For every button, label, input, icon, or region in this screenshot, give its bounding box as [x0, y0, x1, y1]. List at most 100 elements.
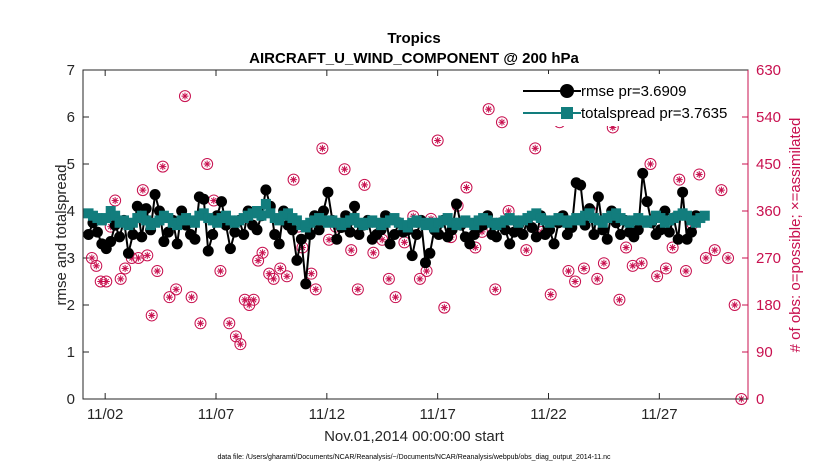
- y-axis-label-right: # of obs: o=possible; ×=assimilated: [787, 118, 804, 353]
- rmse-point: [122, 247, 134, 259]
- y-tick-left-label: 6: [67, 109, 75, 126]
- obs-count-point: [280, 270, 293, 283]
- obs-count-point: [482, 103, 495, 116]
- obs-count-point: [141, 249, 154, 262]
- y-tick-left-label: 1: [67, 344, 75, 361]
- obs-count-point: [666, 241, 679, 254]
- x-tick-label: 11/17: [419, 406, 455, 423]
- x-tick-label: 11/12: [309, 406, 345, 423]
- rmse-point: [419, 257, 431, 269]
- obs-count-point: [163, 291, 176, 304]
- rmse-point: [322, 186, 334, 198]
- obs-count-point: [659, 262, 672, 275]
- obs-count-point: [316, 142, 329, 155]
- rmse-point: [344, 226, 356, 238]
- rmse-point: [677, 186, 689, 198]
- rmse-point: [105, 236, 117, 248]
- obs-count-point: [229, 330, 242, 343]
- obs-count-point: [728, 299, 741, 311]
- rmse-point: [207, 229, 219, 240]
- totalspread-series: [83, 198, 710, 233]
- rmse-point: [273, 238, 285, 250]
- obs-count-point: [151, 265, 164, 278]
- left-tick-labels: 0 1 2 3 4 5 6 7: [67, 62, 75, 408]
- rmse-point: [526, 221, 538, 233]
- rmse-point: [269, 229, 281, 240]
- obs-count-point: [460, 181, 473, 194]
- x-axis-label: Nov.01,2014 00:00:00 start: [324, 428, 505, 445]
- totalspread-point: [260, 198, 271, 209]
- y-tick-right-label: 270: [756, 250, 781, 267]
- y-tick-left-label: 4: [67, 203, 75, 220]
- obs-count-point: [699, 252, 712, 264]
- rmse-point: [198, 193, 210, 205]
- rmse-point: [331, 233, 343, 245]
- obs-count-point: [562, 265, 575, 278]
- obs-count-point: [351, 283, 364, 296]
- rmse-point: [615, 229, 627, 240]
- y-tick-right-label: 630: [756, 62, 781, 79]
- rmse-point: [517, 229, 529, 240]
- rmse-point: [136, 231, 148, 243]
- totalspread-point: [189, 217, 200, 228]
- y-tick-left-label: 3: [67, 250, 75, 267]
- legend-rmse-label: rmse pr=3.6909: [581, 83, 686, 100]
- rmse-point: [424, 247, 436, 259]
- y-tick-right-label: 180: [756, 297, 781, 314]
- right-tick-labels: 0 90 180 270 360 450 540 630: [756, 62, 781, 408]
- x-tick-label: 11/22: [530, 406, 566, 423]
- rmse-point: [353, 229, 365, 240]
- obs-count-point: [679, 265, 692, 278]
- obs-count-point: [722, 252, 735, 264]
- rmse-point: [601, 233, 613, 245]
- obs-count-point: [708, 244, 721, 257]
- obs-count-point: [136, 184, 149, 197]
- obs-count-point: [247, 293, 260, 306]
- rmse-point: [411, 229, 423, 240]
- obs-count-point: [635, 257, 648, 270]
- obs-count-point: [309, 283, 322, 296]
- rmse-point: [162, 226, 174, 238]
- totalspread-point: [110, 210, 121, 221]
- obs-count-point: [577, 262, 590, 275]
- footnote: data file: /Users/gharamti/Documents/NCA…: [217, 454, 611, 461]
- rmse-point: [575, 179, 587, 191]
- obs-count-point: [256, 246, 269, 259]
- rmse-point: [685, 226, 697, 238]
- y-tick-right-label: 90: [756, 344, 773, 361]
- rmse-point: [91, 226, 103, 238]
- rmse-point: [295, 233, 307, 245]
- obs-count-point: [267, 272, 280, 285]
- rmse-point: [229, 226, 241, 238]
- rmse-point: [149, 189, 161, 201]
- obs-count-point: [338, 163, 351, 176]
- obs-count-point: [145, 309, 158, 322]
- obs-count-point: [100, 275, 113, 288]
- rmse-point: [158, 236, 170, 248]
- obs-count-point: [214, 265, 227, 278]
- obs-count-point: [382, 272, 395, 285]
- obs-count-point: [438, 301, 451, 314]
- rmse-point: [238, 229, 250, 240]
- x-tick-label: 11/27: [641, 406, 677, 423]
- obs-count-point: [420, 265, 433, 278]
- rmse-point: [171, 238, 183, 250]
- obs-count-point: [367, 246, 380, 259]
- rmse-point: [504, 238, 516, 250]
- obs-count-point: [495, 116, 508, 129]
- y-tick-right-label: 360: [756, 203, 781, 220]
- y-tick-left-label: 0: [67, 391, 75, 408]
- obs-count-point: [644, 158, 657, 170]
- rmse-point: [464, 238, 476, 250]
- obs-count-point: [620, 241, 633, 254]
- y-tick-right-label: 540: [756, 109, 781, 126]
- obs-count-point: [626, 259, 639, 272]
- obs-count-point: [613, 293, 626, 306]
- obs-count-point: [520, 244, 533, 257]
- rmse-point: [672, 233, 684, 245]
- obs-count-point: [715, 184, 728, 197]
- totalspread-point: [699, 210, 710, 221]
- rmse-point: [641, 196, 653, 208]
- rmse-point: [260, 184, 272, 196]
- obs-count-point: [114, 272, 127, 285]
